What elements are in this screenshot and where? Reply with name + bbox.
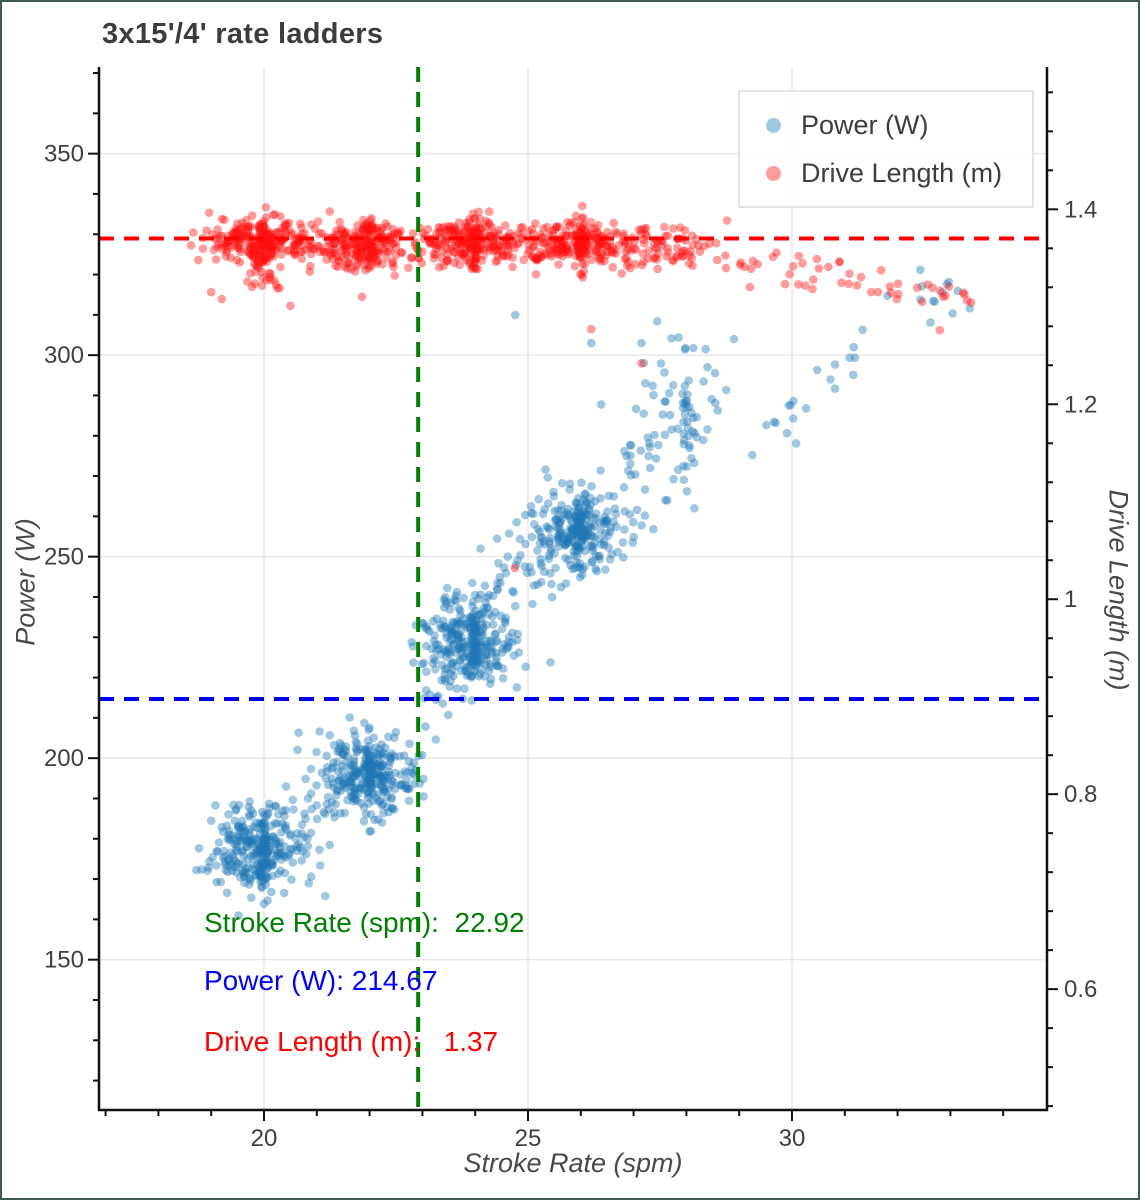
legend-label-drive-length: Drive Length (m) xyxy=(801,157,1003,188)
right-y-tick-label: 1.2 xyxy=(1064,391,1097,418)
left-y-tick-label: 350 xyxy=(44,141,84,168)
legend[interactable]: Power (W) Drive Length (m) xyxy=(738,90,1034,208)
x-tick-label: 25 xyxy=(515,1125,542,1152)
power-readout: Power (W): 214.67 xyxy=(204,965,438,996)
right-y-tick-label: 0.8 xyxy=(1064,781,1097,808)
right-y-tick-label: 1 xyxy=(1064,586,1077,613)
tick-labels: 20 25 30 150 200 250 300 350 0.6 0.8 1 1.2 1.4 xyxy=(44,141,1097,1152)
x-tick-label: 30 xyxy=(779,1125,806,1152)
legend-item-drive-length[interactable]: Drive Length (m) xyxy=(740,149,1032,197)
right-y-tick-label: 1.4 xyxy=(1064,196,1097,223)
left-y-tick-label: 300 xyxy=(44,342,84,369)
gridline-layer xyxy=(99,67,1047,1110)
left-y-axis-title: Power (W) xyxy=(10,518,41,646)
left-y-tick-label: 150 xyxy=(44,947,84,974)
drive-length-readout: Drive Length (m): 1.37 xyxy=(204,1026,499,1057)
left-y-tick-label: 250 xyxy=(44,544,84,571)
axes-and-ticks xyxy=(88,67,1058,1121)
drive-length-series-points xyxy=(186,201,976,573)
x-axis-title: Stroke Rate (spm) xyxy=(463,1148,683,1178)
legend-label-power: Power (W) xyxy=(801,109,929,140)
power-series-swatch-icon xyxy=(766,117,781,133)
right-y-tick-label: 0.6 xyxy=(1064,976,1097,1003)
power-series-points xyxy=(192,265,974,920)
crosshair-lines xyxy=(99,67,1047,1110)
stroke-rate-readout: Stroke Rate (spm): 22.92 xyxy=(204,907,525,938)
left-y-tick-label: 200 xyxy=(44,745,84,772)
x-tick-label: 20 xyxy=(251,1125,278,1152)
right-y-axis-title: Drive Length (m) xyxy=(1103,489,1134,691)
drive-length-series-swatch-icon xyxy=(766,165,781,181)
chart-title: 3x15'/4' rate ladders xyxy=(102,18,384,50)
legend-item-power[interactable]: Power (W) xyxy=(740,101,1032,149)
